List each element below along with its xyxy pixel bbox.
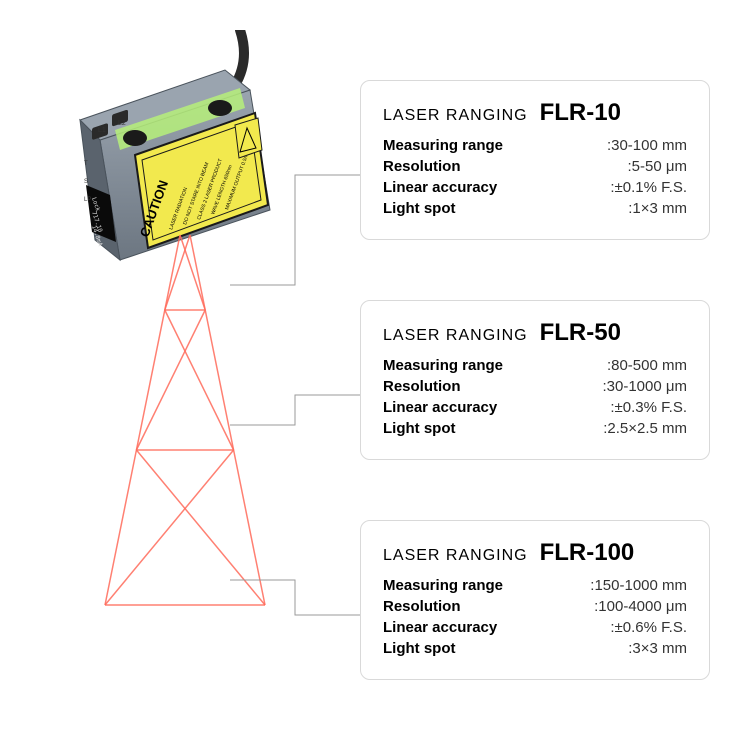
card-model: FLR-100: [540, 539, 635, 567]
spec-card-flr-100: LASER RANGING FLR-100 Measuring range :150-…: [360, 520, 710, 680]
spec-row: Resolution :100-4000 μm: [383, 598, 687, 615]
spec-label: Linear accuracy: [383, 179, 497, 196]
spec-value: :±0.3% F.S.: [610, 399, 687, 416]
sensor-svg: CAUTIONLASER RADIATIONDO NOT STARE INTO …: [40, 30, 320, 710]
card-title-row: LASER RANGING FLR-10: [383, 99, 687, 127]
spec-row: Light spot :2.5×2.5 mm: [383, 420, 687, 437]
spec-label: Resolution: [383, 378, 461, 395]
spec-label: Resolution: [383, 158, 461, 175]
spec-value: :30-100 mm: [607, 137, 687, 154]
spec-value: :100-4000 μm: [594, 598, 687, 615]
spec-label: Light spot: [383, 640, 455, 657]
spec-value: :150-1000 mm: [590, 577, 687, 594]
sensor-illustration: CAUTIONLASER RADIATIONDO NOT STARE INTO …: [40, 30, 320, 710]
spec-row: Resolution :5-50 μm: [383, 158, 687, 175]
svg-text:LP: LP: [84, 197, 91, 203]
card-model: FLR-10: [540, 99, 621, 127]
spec-value: :80-500 mm: [607, 357, 687, 374]
svg-text:L2: L2: [118, 120, 126, 127]
spec-value: :±0.6% F.S.: [610, 619, 687, 636]
spec-row: Light spot :3×3 mm: [383, 640, 687, 657]
card-category: LASER RANGING: [383, 547, 528, 565]
spec-label: Measuring range: [383, 357, 503, 374]
card-model: FLR-50: [540, 319, 621, 347]
spec-label: Light spot: [383, 420, 455, 437]
spec-card-flr-10: LASER RANGING FLR-10 Measuring range :30-10…: [360, 80, 710, 240]
spec-label: Light spot: [383, 200, 455, 217]
spec-label: Measuring range: [383, 137, 503, 154]
spec-value: :30-1000 μm: [602, 378, 687, 395]
spec-row: Linear accuracy :±0.6% F.S.: [383, 619, 687, 636]
svg-text:T: T: [84, 161, 88, 167]
spec-label: Linear accuracy: [383, 619, 497, 636]
spec-row: Measuring range :150-1000 mm: [383, 577, 687, 594]
spec-label: Measuring range: [383, 577, 503, 594]
spec-row: Resolution :30-1000 μm: [383, 378, 687, 395]
spec-row: Linear accuracy :±0.3% F.S.: [383, 399, 687, 416]
svg-text:S: S: [84, 179, 88, 185]
spec-card-flr-50: LASER RANGING FLR-50 Measuring range :80-50…: [360, 300, 710, 460]
spec-label: Linear accuracy: [383, 399, 497, 416]
spec-value: :1×3 mm: [628, 200, 687, 217]
spec-row: Light spot :1×3 mm: [383, 200, 687, 217]
svg-text:L1: L1: [98, 127, 106, 134]
card-title-row: LASER RANGING FLR-100: [383, 539, 687, 567]
spec-row: Linear accuracy :±0.1% F.S.: [383, 179, 687, 196]
card-category: LASER RANGING: [383, 107, 528, 125]
spec-label: Resolution: [383, 598, 461, 615]
spec-value: :2.5×2.5 mm: [603, 420, 687, 437]
spec-value: :±0.1% F.S.: [610, 179, 687, 196]
card-category: LASER RANGING: [383, 327, 528, 345]
card-title-row: LASER RANGING FLR-50: [383, 319, 687, 347]
spec-row: Measuring range :30-100 mm: [383, 137, 687, 154]
spec-row: Measuring range :80-500 mm: [383, 357, 687, 374]
spec-value: :5-50 μm: [628, 158, 688, 175]
spec-value: :3×3 mm: [628, 640, 687, 657]
